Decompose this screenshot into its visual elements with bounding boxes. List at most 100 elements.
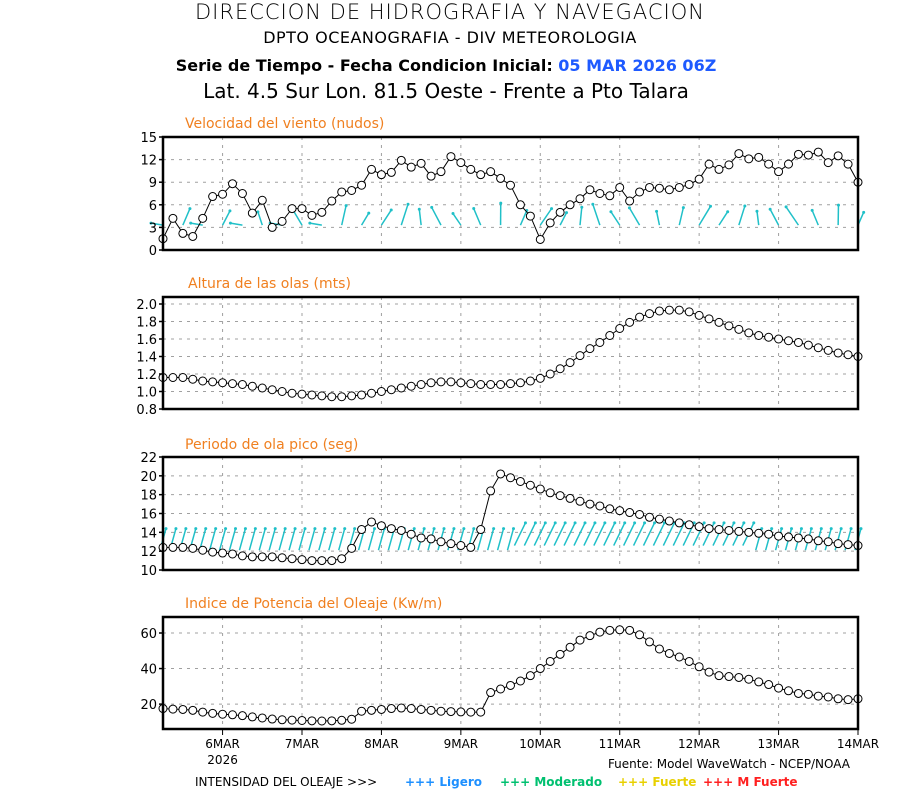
data-point: [327, 196, 337, 206]
arrow-head: [752, 521, 756, 525]
data-point: [645, 512, 654, 522]
direction-arrow: [610, 211, 621, 226]
direction-arrow: [603, 522, 616, 546]
data-point: [734, 672, 744, 682]
data-point: [307, 716, 317, 726]
x-tick-label: 7MAR: [285, 737, 320, 751]
data-point: [317, 391, 327, 401]
arrow-head: [633, 521, 637, 525]
data-point: [486, 688, 496, 698]
data-point: [168, 213, 178, 223]
direction-arrow: [452, 213, 462, 226]
arrow-head: [550, 207, 554, 211]
arrow-head: [293, 527, 297, 531]
arrow-head: [253, 527, 257, 531]
direction-arrow: [418, 209, 422, 226]
arrow-head: [573, 521, 577, 525]
data-point: [287, 715, 297, 725]
intensity-legend-item: +++ Moderado: [500, 775, 602, 789]
data-point: [247, 208, 257, 218]
arrow-head: [344, 204, 348, 208]
data-point: [446, 539, 456, 549]
data-point: [585, 499, 595, 509]
arrow-head: [228, 209, 232, 213]
data-point: [267, 552, 277, 562]
data-point: [704, 667, 714, 677]
data-point: [376, 521, 386, 531]
data-point: [585, 631, 595, 641]
data-point: [307, 390, 317, 400]
data-point: [585, 185, 595, 195]
data-point: [625, 625, 635, 635]
data-point: [535, 484, 545, 494]
y-tick-label: 6: [149, 199, 157, 214]
data-point: [237, 711, 247, 721]
data-point: [575, 496, 585, 506]
arrow-head: [164, 527, 168, 531]
data-point: [347, 714, 357, 724]
data-point: [684, 179, 694, 189]
data-point: [208, 547, 218, 557]
arrow-head: [499, 201, 503, 205]
intensity-legend-label: INTENSIDAD DEL OLEAJE >>>: [195, 775, 377, 789]
x-tick-label: 12MAR: [678, 737, 720, 751]
direction-arrow: [553, 522, 566, 546]
direction-arrow: [337, 528, 346, 551]
arrow-head: [367, 211, 371, 215]
data-point: [575, 351, 585, 361]
data-point: [237, 551, 247, 561]
data-point: [237, 189, 247, 198]
arrow-head: [553, 521, 557, 525]
arrow-head: [784, 205, 788, 209]
data-point: [664, 648, 674, 658]
data-point: [247, 552, 257, 562]
direction-arrow: [230, 222, 243, 226]
arrow-head: [643, 521, 647, 525]
y-tick-label: 22: [140, 451, 157, 466]
data-point: [734, 324, 744, 334]
data-point: [714, 671, 724, 681]
data-point: [178, 704, 188, 714]
data-point: [277, 715, 287, 725]
data-point: [178, 228, 188, 238]
data-point: [416, 704, 426, 714]
arrow-head: [313, 527, 317, 531]
data-point: [645, 309, 654, 319]
direction-arrow: [228, 528, 237, 551]
data-point: [178, 542, 188, 552]
data-point: [734, 526, 744, 536]
arrow-head: [432, 527, 436, 531]
arrow-head: [780, 527, 784, 531]
data-point: [724, 525, 734, 535]
chart-panel-3: Periodo de ola pico (seg) 10 12 14 16 18 20 22: [140, 437, 863, 579]
arrow-head: [790, 527, 793, 531]
data-point: [754, 152, 764, 162]
y-tick-label: 14: [140, 526, 157, 541]
data-point: [744, 674, 754, 684]
data-point: [396, 703, 406, 713]
arrow-head: [603, 521, 607, 525]
direction-arrow: [431, 207, 442, 226]
y-tick-label: 1.6: [136, 333, 157, 348]
data-point: [188, 543, 198, 553]
data-point: [793, 688, 803, 698]
data-point: [843, 695, 853, 705]
arrow-head: [462, 527, 466, 531]
data-point: [257, 383, 267, 393]
arrow-head: [373, 527, 376, 531]
data-point: [635, 312, 645, 322]
data-point: [515, 200, 525, 210]
data-point: [694, 174, 704, 184]
data-point: [456, 378, 466, 388]
data-point: [386, 167, 396, 177]
data-point: [267, 385, 277, 395]
arrow-head: [533, 521, 537, 525]
data-point: [376, 170, 386, 180]
arrow-head: [174, 527, 178, 531]
arrow-head: [563, 521, 567, 525]
series-label: Serie de Tiempo - Fecha Condicion Inicia…: [175, 56, 559, 75]
data-point: [605, 504, 615, 514]
arrow-head: [849, 527, 853, 531]
data-point: [823, 158, 833, 168]
